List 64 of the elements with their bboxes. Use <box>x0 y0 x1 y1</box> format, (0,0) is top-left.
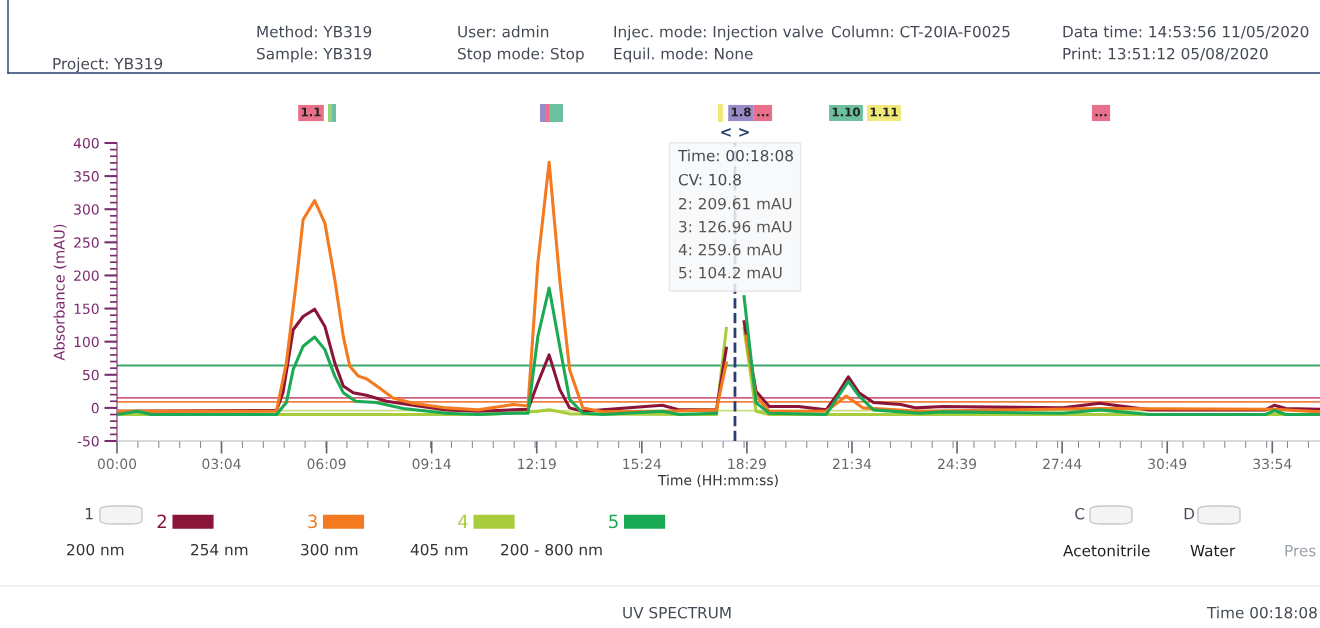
x-tick-label: 24:39 <box>938 458 977 470</box>
text: Column: CT-20IA-F0025 <box>831 25 1010 38</box>
x-tick-label: 33:54 <box>1253 458 1292 470</box>
y-tick-label: 200 <box>74 270 99 281</box>
y-tick-label: 400 <box>73 137 99 149</box>
x-tick-label: 30:49 <box>1148 458 1187 470</box>
y-tick-label: 350 <box>74 171 99 182</box>
y-tick-label: 300 <box>74 204 99 215</box>
text: Pres <box>1285 545 1316 557</box>
legend-label: 2 <box>157 514 166 528</box>
text: Injec. mode: Injection valve <box>614 25 823 41</box>
text: Data time: 14:53:56 11/05/2020 <box>1063 25 1309 39</box>
text: Time 00:18:08 <box>1206 606 1317 619</box>
y-axis-title: Absorbance (mAU) <box>53 224 67 361</box>
legend-label: 4 <box>458 514 468 528</box>
annotation: CV: 10.8 <box>678 173 741 186</box>
text: UV SPECTRUM <box>623 606 731 619</box>
text: 1.11 <box>870 107 898 117</box>
text: Stop mode: Stop <box>458 47 584 63</box>
text: 1.10 <box>832 107 860 117</box>
text: 1.8 <box>731 107 751 117</box>
text: 200 - 800 nm <box>501 543 602 556</box>
text: D <box>1184 508 1195 520</box>
x-tick-label: 21:34 <box>832 458 872 470</box>
legend-label: 5 <box>609 514 618 529</box>
annotation: Time: 00:18:08 <box>677 149 793 162</box>
y-tick-label: 50 <box>83 369 99 381</box>
x-tick-label: 06:09 <box>307 458 346 470</box>
x-tick-label: 00:00 <box>97 458 137 470</box>
x-tick-label: 15:24 <box>623 458 662 470</box>
text: ... <box>757 114 769 117</box>
x-tick-label: 09:14 <box>412 458 451 470</box>
text: C <box>1075 507 1085 520</box>
annotation: 3: 126.96 mAU <box>679 220 792 233</box>
text: 1.1 <box>301 107 321 117</box>
text: 300 nm <box>301 543 358 556</box>
legend-label: 3 <box>308 514 317 529</box>
text: 254 nm <box>191 543 248 556</box>
text: Water <box>1190 545 1236 557</box>
x-tick-label: 18:29 <box>728 458 766 470</box>
y-tick-label: 150 <box>74 303 99 315</box>
y-tick-label: 100 <box>74 336 99 348</box>
annotation: 5: 104.2 mAU <box>679 266 782 279</box>
text: 200 nm <box>67 543 124 556</box>
text: 405 nm <box>410 543 468 556</box>
y-tick-label: 250 <box>74 237 99 248</box>
annotation: 4: 259.6 mAU <box>678 243 782 256</box>
x-tick-label: 27:44 <box>1043 458 1082 469</box>
x-axis-title: Time (HH:mm:ss) <box>657 474 778 487</box>
text: 1 <box>85 508 93 520</box>
x-tick-label: 03:04 <box>202 458 241 470</box>
text: Equil. mode: None <box>614 47 753 63</box>
y-tick-label: -50 <box>77 435 99 447</box>
text: User: admin <box>458 25 549 38</box>
text: Print: 13:51:12 05/08/2020 <box>1063 47 1268 61</box>
x-tick-label: 12:19 <box>518 458 556 470</box>
annotation: 2: 209.61 mAU <box>679 197 792 210</box>
text: ... <box>1095 114 1107 117</box>
y-tick-label: 0 <box>91 402 99 414</box>
text: < > <box>721 128 749 137</box>
text: Project: YB319 <box>53 57 163 73</box>
text: Sample: YB319 <box>257 47 372 63</box>
text: Method: YB319 <box>257 25 372 38</box>
text: Acetonitrile <box>1063 544 1150 557</box>
